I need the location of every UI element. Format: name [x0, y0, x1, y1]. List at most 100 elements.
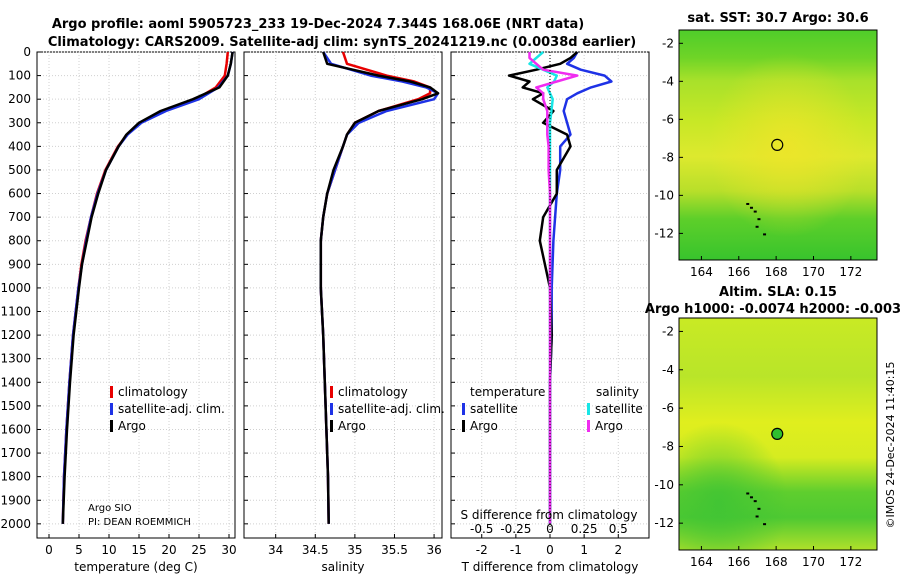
depth-tick-label: 700 [8, 210, 31, 224]
island-mark [755, 225, 759, 228]
legend-swatch-climatology [330, 386, 333, 398]
map-lon-tick-label: 168 [765, 265, 788, 279]
island-mark [753, 210, 757, 213]
legend-label-t-satellite: satellite [470, 402, 518, 416]
legend-label-satellite-clim: satellite-adj. clim. [338, 402, 445, 416]
salinity-panel: 34 34.5 35 35.5 36 [243, 51, 443, 557]
legend-swatch-s-satellite [587, 403, 590, 415]
x-tick-label: 20 [161, 543, 176, 557]
depth-tick-label: 1600 [0, 422, 31, 436]
map-lat-tick-label: -2 [662, 324, 674, 338]
legend-swatch-satellite-clim [110, 403, 113, 415]
x-tick-label: 0 [546, 543, 554, 557]
sla-map-frame [678, 317, 878, 551]
legend-label-climatology: climatology [118, 385, 188, 399]
depth-tick-label: 1300 [0, 352, 31, 366]
island-mark [757, 218, 761, 221]
depth-tick-label: 1700 [0, 446, 31, 460]
legend-swatch-t-argo [462, 420, 465, 432]
legend-label-t-argo: Argo [470, 419, 498, 433]
sst-map: sat. SST: 30.7 Argo: 30.6 164 166 168 170 17… [654, 11, 878, 279]
float-position-marker [771, 427, 784, 440]
salinity-xlabel: salinity [321, 560, 364, 574]
map-lat-tick-label: -8 [662, 439, 674, 453]
x-tick-label: -1 [510, 543, 522, 557]
x-tick-label: 5 [75, 543, 83, 557]
map-lon-tick-label: 166 [727, 555, 750, 569]
temperature-panel: 0100200300400500600700800900100011001200… [0, 45, 236, 557]
legend-label-argo: Argo [338, 419, 366, 433]
map-lon-tick-label: 170 [802, 265, 825, 279]
depth-tick-label: 200 [8, 92, 31, 106]
legend-swatch-t-satellite [462, 403, 465, 415]
x-tick-label: 1 [580, 543, 588, 557]
map-lon-tick-label: 172 [839, 555, 862, 569]
map-lon-tick-label: 168 [765, 555, 788, 569]
legend-label-s-argo: Argo [595, 419, 623, 433]
legend-title-temperature: temperature [470, 385, 545, 399]
map-lon-tick-label: 172 [839, 265, 862, 279]
x-tick-label: 35.5 [381, 543, 408, 557]
x-tick-label: 35 [347, 543, 362, 557]
map-lon-tick-label: 170 [802, 555, 825, 569]
series-line-s-argo [528, 52, 579, 524]
map-lat-tick-label: -10 [654, 478, 674, 492]
depth-tick-label: 1200 [0, 328, 31, 342]
depth-tick-label: 800 [8, 234, 31, 248]
map-lat-tick-label: -4 [662, 74, 674, 88]
island-mark [753, 500, 757, 503]
sla-map: Altim. SLA: 0.15 Argo h1000: -0.0074 h20… [645, 285, 900, 569]
legend-swatch-satellite-clim [330, 403, 333, 415]
series-line-argo [61, 51, 234, 524]
map-lat-tick-label: -6 [662, 112, 674, 126]
imos-footer: ©IMOS 24-Dec-2024 11:40:15 [884, 362, 897, 529]
s-tick-label: 0.25 [571, 522, 598, 536]
depth-tick-label: 2000 [0, 517, 31, 531]
credit-pi: PI: DEAN ROEMMICH [88, 517, 191, 528]
x-tick-label: 0 [45, 543, 53, 557]
credit-argo-sio: Argo SIO [88, 503, 132, 514]
difference-panel: -2 -1 0 1 2 -0.5 -0.25 0 0.25 0.5 [450, 51, 650, 557]
island-mark [763, 233, 767, 236]
legend-title-salinity: salinity [596, 385, 639, 399]
island-mark [763, 523, 767, 526]
map-lon-tick-label: 164 [690, 555, 713, 569]
depth-tick-label: 900 [8, 257, 31, 271]
x-tick-label: -2 [476, 543, 488, 557]
figure-title-line2: Climatology: CARS2009. Satellite-adj cli… [48, 35, 636, 50]
legend-label-s-satellite: satellite [595, 402, 643, 416]
legend-swatch-argo [110, 420, 113, 432]
legend-label-argo: Argo [118, 419, 146, 433]
depth-tick-label: 300 [8, 116, 31, 130]
s-tick-label: -0.5 [470, 522, 493, 536]
map-lat-tick-label: -12 [654, 226, 674, 240]
x-tick-label: 34 [268, 543, 283, 557]
map-lat-tick-label: -8 [662, 150, 674, 164]
legend-label-satellite-clim: satellite-adj. clim. [118, 402, 225, 416]
depth-tick-label: 400 [8, 139, 31, 153]
island-mark [746, 202, 750, 205]
sst-map-warm-patch [679, 30, 877, 260]
sst-map-frame [678, 29, 878, 261]
x-tick-label: 2 [614, 543, 622, 557]
x-tick-label: 10 [101, 543, 116, 557]
map-lat-tick-label: -2 [662, 36, 674, 50]
depth-tick-label: 1900 [0, 493, 31, 507]
difference-legend: temperature salinity satellite Argo sate… [462, 385, 643, 433]
sst-map-title: sat. SST: 30.7 Argo: 30.6 [687, 11, 868, 26]
legend-swatch-climatology [110, 386, 113, 398]
depth-tick-label: 1500 [0, 399, 31, 413]
s-tick-label: -0.25 [500, 522, 531, 536]
island-mark [749, 496, 753, 499]
temperature-xlabel: temperature (deg C) [74, 560, 197, 574]
salinity-legend: climatology satellite-adj. clim. Argo [330, 385, 445, 433]
island-mark [749, 206, 753, 209]
map-lat-tick-label: -6 [662, 401, 674, 415]
depth-tick-label: 0 [23, 45, 31, 59]
legend-swatch-argo [330, 420, 333, 432]
map-lon-tick-label: 164 [690, 265, 713, 279]
series-line-argo [319, 51, 440, 524]
legend-swatch-s-argo [587, 420, 590, 432]
x-tick-label: 25 [191, 543, 206, 557]
